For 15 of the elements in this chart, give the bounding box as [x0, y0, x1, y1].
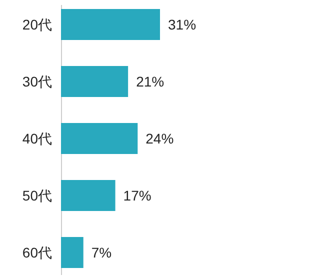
data-label: 24%	[146, 130, 174, 146]
bar	[61, 237, 84, 268]
data-label: 21%	[136, 74, 164, 90]
data-label: 7%	[91, 244, 112, 260]
y-tick-label: 60代	[22, 244, 52, 260]
bar	[61, 180, 116, 211]
data-label: 17%	[123, 188, 152, 204]
bar	[61, 9, 160, 40]
bar	[61, 123, 138, 154]
data-label: 31%	[168, 16, 196, 32]
bar	[61, 66, 128, 97]
y-tick-label: 30代	[22, 74, 52, 90]
y-tick-label: 50代	[22, 188, 52, 204]
y-tick-label: 20代	[22, 16, 52, 32]
y-tick-label: 40代	[22, 130, 52, 146]
